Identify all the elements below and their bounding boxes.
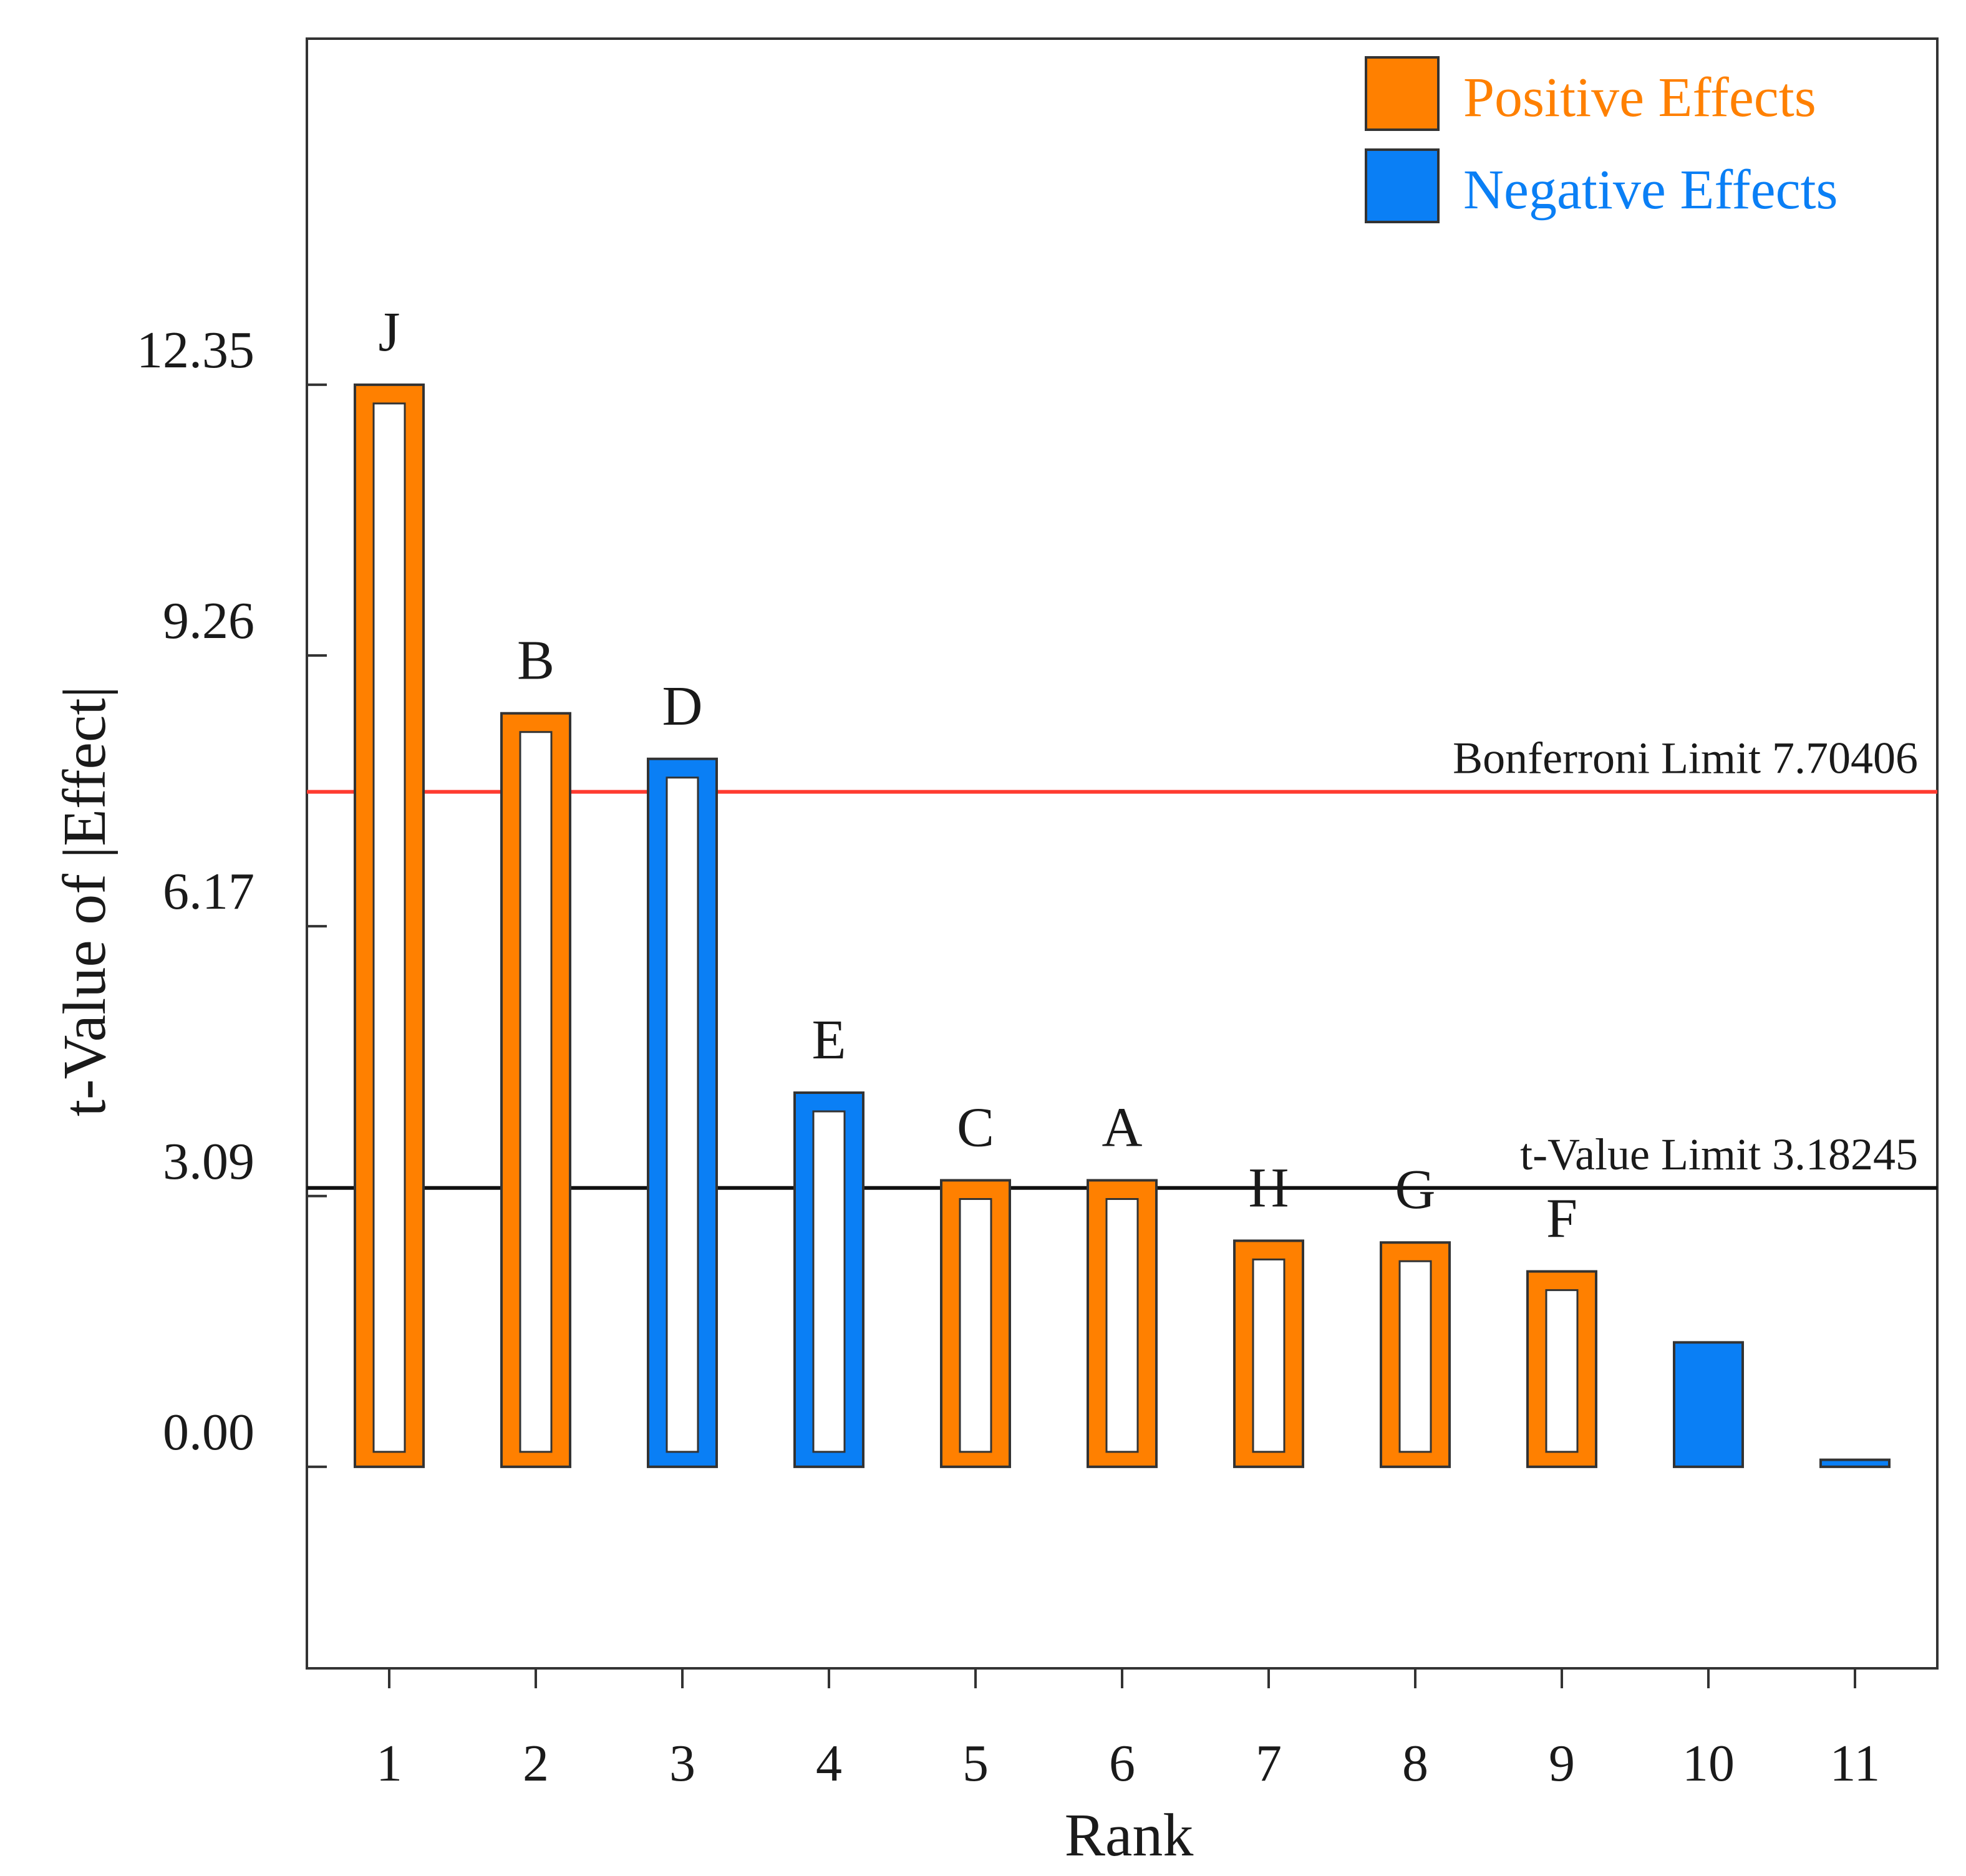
- x-tick-label: 4: [816, 1734, 842, 1792]
- bar-label-F: F: [1546, 1188, 1577, 1250]
- bar-inner-rank-3: [666, 776, 699, 1453]
- bar-rank-11: [1819, 1458, 1891, 1468]
- legend-label-positive: Positive Effects: [1463, 67, 1816, 128]
- y-tick-label: 6.17: [163, 863, 254, 921]
- legend-swatch-negative: [1365, 148, 1440, 223]
- y-axis-title: t-Value of |Effect|: [51, 686, 119, 1116]
- bar-inner-rank-5: [959, 1198, 992, 1453]
- bar-rank-10: [1673, 1341, 1744, 1468]
- bar-label-E: E: [812, 1009, 846, 1071]
- x-tick-label: 7: [1256, 1734, 1282, 1792]
- x-tick-label: 6: [1109, 1734, 1135, 1792]
- bar-label-H: H: [1249, 1157, 1289, 1219]
- reference-label-t-value: t-Value Limit 3.18245: [1520, 1129, 1918, 1179]
- x-tick-label: 11: [1830, 1734, 1881, 1792]
- bar-inner-rank-9: [1545, 1289, 1579, 1453]
- bar-label-G: G: [1395, 1159, 1436, 1221]
- bar-labels: J B D E C A H G F: [378, 301, 1577, 1250]
- legend: Positive Effects Negative Effects: [1365, 56, 1838, 223]
- bar-label-D: D: [662, 675, 703, 737]
- y-tick-label: 9.26: [163, 592, 254, 650]
- x-tick-label: 10: [1682, 1734, 1735, 1792]
- bar-label-A: A: [1102, 1097, 1143, 1159]
- bars: [354, 383, 1891, 1468]
- bar-inner-rank-2: [519, 731, 553, 1453]
- bar-inner-rank-8: [1398, 1260, 1432, 1453]
- y-axis: 0.00 3.09 6.17 9.26 12.35: [137, 321, 327, 1468]
- bar-inner-rank-4: [812, 1110, 846, 1453]
- x-tick-label: 3: [669, 1734, 695, 1792]
- reference-label-bonferroni: Bonferroni Limit 7.70406: [1453, 733, 1918, 783]
- y-tick-label: 0.00: [163, 1403, 254, 1461]
- bar-inner-rank-6: [1105, 1198, 1139, 1453]
- legend-label-negative: Negative Effects: [1463, 159, 1838, 221]
- x-axis: 1 2 3 4 5 6 7 8 9 10 11: [376, 1668, 1880, 1792]
- x-tick-label: 9: [1549, 1734, 1575, 1792]
- reference-lines: Bonferroni Limit 7.70406 t-Value Limit 3.…: [307, 733, 1937, 1190]
- y-tick-label: 3.09: [163, 1133, 254, 1191]
- x-tick-label: 8: [1402, 1734, 1428, 1792]
- x-tick-label: 2: [523, 1734, 549, 1792]
- bar-inner-rank-7: [1252, 1258, 1286, 1453]
- bar-inner-rank-1: [372, 402, 406, 1453]
- bar-label-J: J: [378, 301, 400, 363]
- x-axis-title: Rank: [1065, 1802, 1194, 1869]
- x-tick-label: 1: [376, 1734, 402, 1792]
- y-tick-label: 12.35: [137, 321, 254, 379]
- legend-swatch-positive: [1365, 56, 1440, 131]
- bar-label-C: C: [957, 1097, 994, 1159]
- x-tick-label: 5: [962, 1734, 989, 1792]
- bar-label-B: B: [517, 630, 554, 692]
